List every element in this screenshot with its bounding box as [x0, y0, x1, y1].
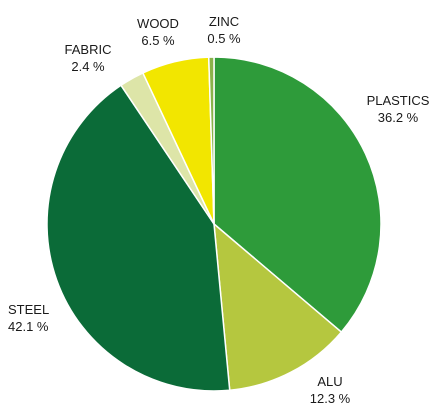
slice-name-wood: WOOD — [137, 16, 179, 31]
slice-value-steel: 42.1 % — [8, 319, 49, 334]
slice-label-wood: WOOD 6.5 % — [137, 16, 179, 48]
pie-labels: PLASTICS 36.2 % ALU 12.3 % STEEL 42.1 % FABRIC… — [8, 14, 430, 406]
slice-name-plastics: PLASTICS — [367, 93, 430, 108]
slice-label-plastics: PLASTICS 36.2 % — [367, 93, 430, 125]
slice-value-alu: 12.3 % — [310, 391, 351, 406]
slice-name-alu: ALU — [317, 374, 342, 389]
slice-label-steel: STEEL 42.1 % — [8, 302, 49, 334]
slice-name-steel: STEEL — [8, 302, 49, 317]
slice-label-zinc: ZINC 0.5 % — [207, 14, 241, 46]
slice-name-zinc: ZINC — [209, 14, 239, 29]
slice-value-fabric: 2.4 % — [71, 59, 105, 74]
slice-value-plastics: 36.2 % — [378, 110, 419, 125]
slice-label-fabric: FABRIC 2.4 % — [65, 42, 112, 74]
slice-value-wood: 6.5 % — [141, 33, 175, 48]
slice-label-alu: ALU 12.3 % — [310, 374, 351, 406]
pie-slice-alu — [213, 223, 343, 392]
pie-slice-zinc — [208, 56, 215, 225]
pie-slices — [46, 56, 382, 392]
pie-slice-plastics — [213, 56, 382, 333]
slice-value-zinc: 0.5 % — [207, 31, 241, 46]
pie-slice-steel — [46, 84, 231, 392]
slice-name-fabric: FABRIC — [65, 42, 112, 57]
